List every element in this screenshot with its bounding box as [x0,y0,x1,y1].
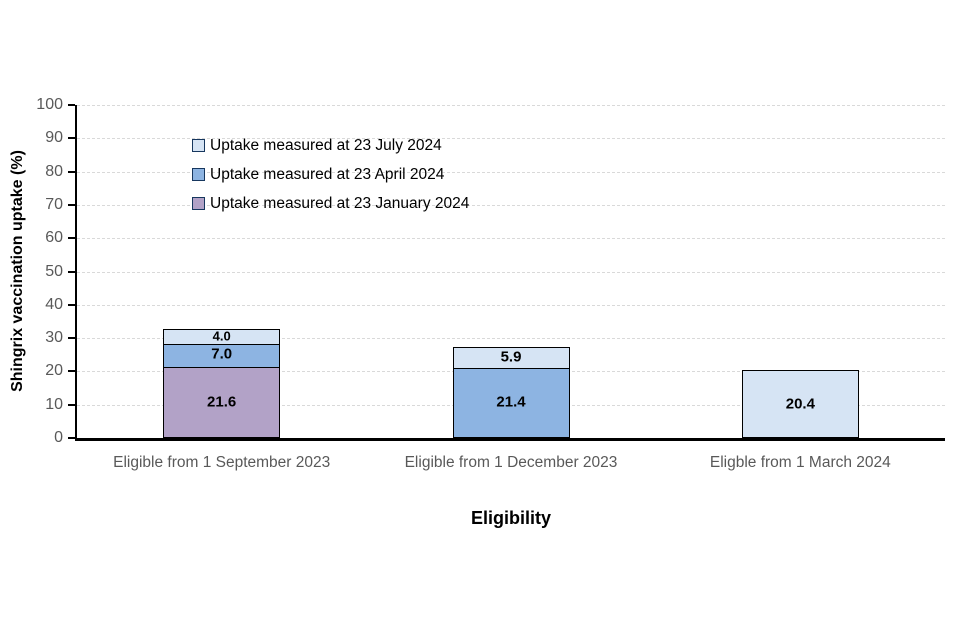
bar-segment [452,366,570,438]
gridline [77,338,945,340]
gridline [77,105,945,106]
y-axis-tick [68,170,75,173]
legend-item: Uptake measured at 23 April 2024 [192,160,469,189]
y-axis-tick [68,437,75,439]
y-tick-label: 70 [45,195,63,213]
gridline [77,204,945,206]
y-axis-tick [68,237,75,240]
legend-swatch-icon [192,168,205,181]
y-tick-label: 60 [45,229,63,247]
y-axis-tick [68,370,75,373]
gridline [77,171,945,173]
bar-value-label: 5.9 [500,348,522,366]
y-tick-label: 40 [45,295,63,313]
x-tick-label: Eligble from 1 March 2024 [709,454,891,471]
legend-item: Uptake measured at 23 July 2024 [192,131,469,160]
y-tick-label: 100 [36,96,63,113]
y-tick-label: 80 [45,162,63,180]
y-tick-label: 30 [45,329,63,347]
y-axis-tick [68,403,75,406]
gridline [77,238,945,240]
gridline [77,271,945,273]
gridline [77,138,945,140]
bar-value-label: 20.4 [785,395,815,413]
y-axis-tick [68,137,75,140]
bar-value-label: 4.0 [212,328,231,344]
bar-value-label: 21.4 [496,393,526,411]
bar-segment [452,347,570,369]
y-axis-tick [68,303,75,306]
y-axis-tick [68,270,75,273]
legend-swatch-icon [192,197,205,210]
y-tick-label: 0 [54,429,63,446]
gridline [77,304,945,306]
y-tick-label: 20 [45,362,63,380]
legend: Uptake measured at 23 July 2024 Uptake me… [192,131,469,218]
bar-segment [163,342,281,368]
bar-value-label: 21.6 [207,393,237,411]
y-tick-label: 10 [45,395,63,413]
y-axis-tick [68,104,75,106]
legend-item: Uptake measured at 23 January 2024 [192,189,469,218]
legend-item-label: Uptake measured at 23 July 2024 [210,136,442,154]
y-tick-label: 90 [45,129,63,147]
y-axis-title: Shingrix vaccination uptake (%) [9,150,26,392]
bar-segment [163,329,281,345]
y-axis-tick [68,203,75,206]
y-tick-label: 50 [45,262,63,280]
legend-swatch-icon [192,139,205,152]
x-tick-label: Eligible from 1 September 2023 [113,454,331,471]
bar-value-label: 7.0 [211,345,233,363]
x-axis-title: Eligibility [470,508,552,528]
plot-area: Uptake measured at 23 July 2024 Uptake me… [36,96,945,471]
legend-item-label: Uptake measured at 23 April 2024 [210,165,445,183]
x-tick-label: Eligible from 1 December 2023 [404,454,618,471]
y-axis-tick [68,337,75,340]
legend-item-label: Uptake measured at 23 January 2024 [210,194,470,212]
bar-segment [741,370,859,438]
